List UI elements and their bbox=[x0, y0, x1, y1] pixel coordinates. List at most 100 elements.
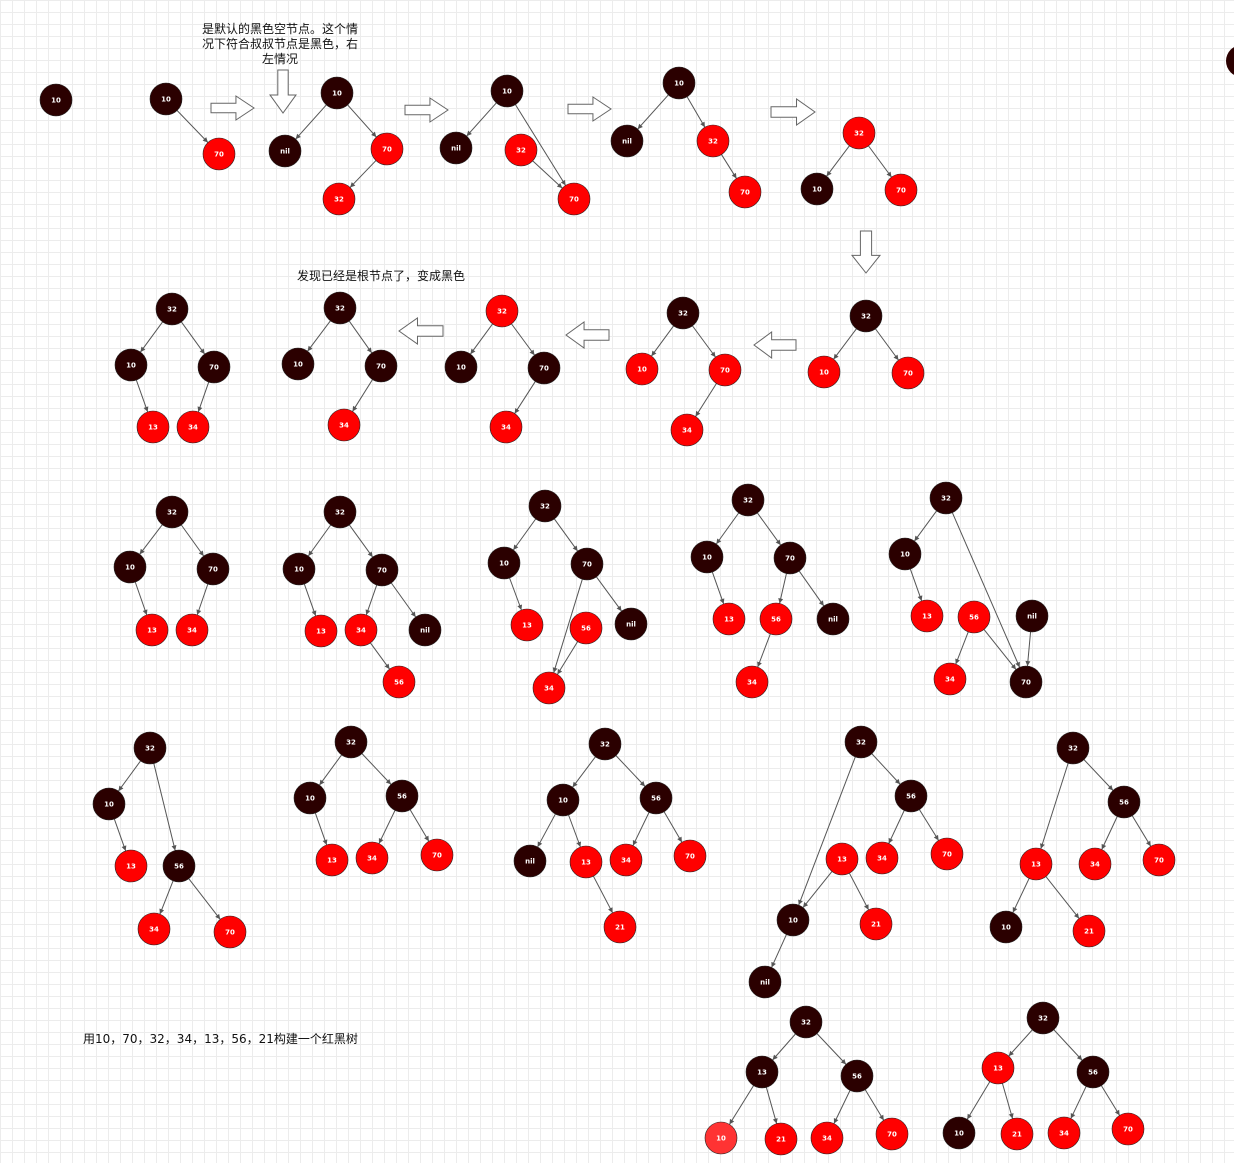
tree-edge bbox=[816, 1033, 847, 1065]
tree-edge bbox=[139, 524, 163, 555]
black-node: 70 bbox=[196, 552, 230, 586]
node-label: 70 bbox=[1154, 857, 1164, 865]
edge-arrowhead bbox=[1015, 661, 1020, 668]
edge-arrowhead bbox=[1039, 843, 1045, 849]
black-node: 10 bbox=[281, 347, 315, 381]
tree-edge bbox=[757, 633, 771, 668]
tree-r1-t2: 10 70 bbox=[149, 82, 236, 171]
edge-arrowhead bbox=[1070, 1112, 1076, 1119]
node-circle bbox=[382, 665, 416, 699]
edge-arrowhead bbox=[514, 407, 520, 414]
node-label: 10 bbox=[788, 917, 798, 925]
red-node: 34 bbox=[735, 665, 769, 699]
red-node: 10 bbox=[807, 355, 841, 389]
node-circle bbox=[891, 356, 925, 390]
tree-r4-t4: 32 56 13 34 70 21 10 nil bbox=[748, 725, 964, 999]
tree-edge bbox=[511, 323, 535, 356]
tree-edge bbox=[983, 629, 1017, 670]
edge-arrowhead bbox=[466, 130, 472, 137]
edge-arrowhead bbox=[322, 839, 328, 845]
black-node: 32 bbox=[588, 727, 622, 761]
edge-arrowhead bbox=[319, 779, 325, 786]
node-label: nil bbox=[760, 979, 770, 987]
node-circle bbox=[810, 1121, 844, 1155]
tree-edge bbox=[864, 1089, 885, 1121]
node-label: 34 bbox=[945, 676, 955, 684]
tree-edge bbox=[711, 571, 725, 605]
node-label: 70 bbox=[225, 929, 235, 937]
black-node: 56 bbox=[162, 849, 196, 883]
node-circle bbox=[528, 489, 562, 523]
step-arrow-down bbox=[850, 230, 882, 274]
black-node: 10 bbox=[800, 172, 834, 206]
node-label: 56 bbox=[394, 679, 404, 687]
tree-edge bbox=[134, 581, 148, 616]
node-circle bbox=[176, 410, 210, 444]
node-circle bbox=[849, 299, 883, 333]
node-label: 10 bbox=[305, 795, 315, 803]
node-circle bbox=[334, 725, 368, 759]
tree-edge bbox=[1101, 816, 1118, 850]
edge-arrowhead bbox=[560, 179, 566, 186]
node-label: 70 bbox=[685, 853, 695, 861]
edge-arrowhead bbox=[826, 170, 832, 177]
nil-explanation-note: 是默认的黑色空节点。这个情况下符合叔叔节点是黑色，右左情况 bbox=[201, 22, 358, 66]
node-circle bbox=[569, 611, 603, 645]
edge-arrowhead bbox=[139, 548, 145, 555]
tree-edge bbox=[307, 320, 331, 352]
node-circle bbox=[293, 781, 327, 815]
node-circle bbox=[670, 413, 704, 447]
node-label: nil bbox=[525, 858, 535, 866]
tree-edge bbox=[848, 872, 870, 911]
tree-r2-t2: 32 10 70 34 bbox=[281, 291, 398, 442]
node-circle bbox=[569, 845, 603, 879]
edge-arrowhead bbox=[637, 123, 643, 130]
node-label: 10 bbox=[456, 364, 466, 372]
red-node: 13 bbox=[712, 602, 746, 636]
node-circle bbox=[355, 841, 389, 875]
node-label: 32 bbox=[678, 310, 688, 318]
node-label: 70 bbox=[569, 196, 579, 204]
nil-node: nil bbox=[513, 844, 547, 878]
black-node: 56 bbox=[840, 1059, 874, 1093]
node-circle bbox=[704, 1121, 738, 1155]
edge-arrowhead bbox=[778, 597, 784, 604]
node-circle bbox=[320, 76, 354, 110]
node-circle bbox=[557, 182, 591, 216]
node-circle bbox=[696, 124, 730, 158]
black-node: 10 bbox=[444, 350, 478, 384]
edge-arrowhead bbox=[352, 405, 358, 412]
node-label: 10 bbox=[812, 186, 822, 194]
black-node: 13 bbox=[745, 1055, 779, 1089]
node-label: 70 bbox=[740, 189, 750, 197]
node-circle bbox=[942, 1116, 976, 1150]
black-node: 32 bbox=[844, 725, 878, 759]
tree-edge bbox=[352, 379, 373, 412]
edge-arrowhead bbox=[537, 841, 543, 847]
node-circle bbox=[1107, 785, 1141, 819]
edge-arrowhead bbox=[470, 348, 476, 355]
node-circle bbox=[1009, 665, 1043, 699]
red-node: 34 bbox=[1047, 1116, 1081, 1150]
edge-arrowhead bbox=[1008, 1050, 1014, 1057]
node-circle bbox=[708, 353, 742, 387]
node-label: nil bbox=[280, 148, 290, 156]
edge-arrowhead bbox=[716, 538, 722, 545]
node-label: 70 bbox=[209, 364, 219, 372]
node-circle bbox=[114, 849, 148, 883]
black-node: 10 bbox=[490, 74, 524, 108]
node-label: 13 bbox=[1031, 861, 1041, 869]
tree-edge bbox=[197, 381, 210, 413]
red-node: 34 bbox=[609, 843, 643, 877]
red-node: 70 bbox=[884, 173, 918, 207]
node-circle bbox=[532, 671, 566, 705]
edge-arrowhead bbox=[202, 137, 208, 143]
node-circle bbox=[155, 495, 189, 529]
node-circle bbox=[588, 727, 622, 761]
edge-arrowhead bbox=[307, 345, 313, 352]
edge-arrowhead bbox=[171, 845, 177, 851]
red-node: 32 bbox=[842, 116, 876, 150]
tree-edge bbox=[715, 512, 740, 545]
edge-arrowhead bbox=[677, 836, 682, 843]
